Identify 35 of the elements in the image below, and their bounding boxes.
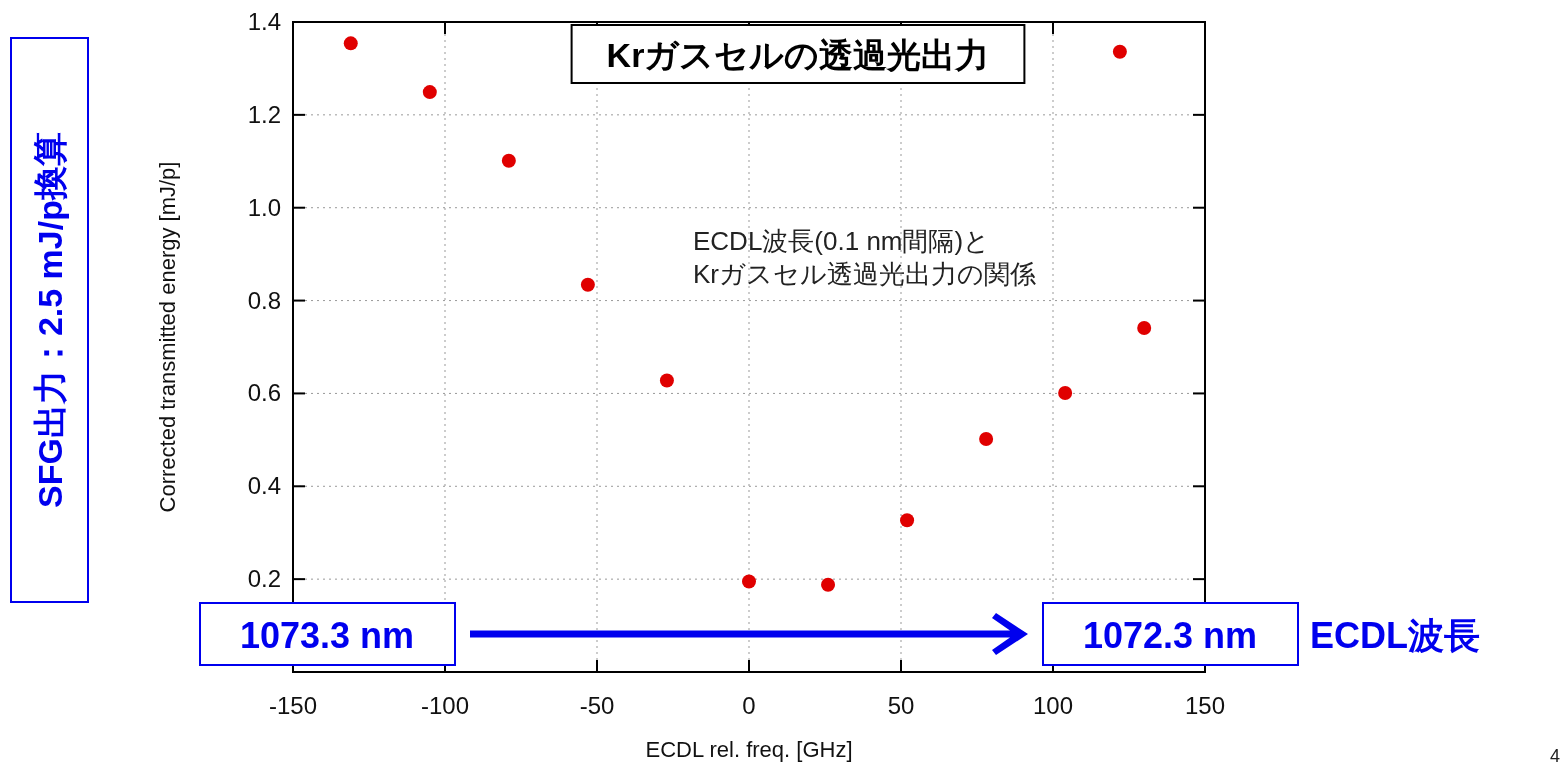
y-tick-label: 0.2 (247, 565, 281, 593)
y-axis-title: Corrected transmitted energy [mJ/p] (155, 161, 180, 513)
annotation: ECDL波長(0.1 nm間隔)と Krガスセル透過光出力の関係 (693, 226, 1036, 289)
y-tick-label: 0.8 (247, 286, 281, 314)
point (1058, 385, 1073, 400)
chart-title: Krガスセルの透過光出力 (606, 36, 990, 74)
point (343, 36, 358, 51)
x-tick-label: -100 (420, 692, 470, 719)
point (1112, 44, 1127, 59)
x-tick-label: 100 (1032, 692, 1074, 719)
point (979, 431, 994, 446)
annotation: 1073.3 nm (239, 615, 415, 656)
point (821, 577, 836, 592)
x-tick-label: -150 (268, 692, 318, 719)
x-tick-label: 0 (742, 692, 756, 719)
y-tick-label: 1.0 (247, 193, 281, 221)
text: ECDL波長 (1310, 615, 1480, 656)
annotation: 1072.3 nm (1082, 615, 1258, 656)
x-tick-label: 150 (1184, 692, 1226, 719)
point (659, 373, 674, 388)
point (742, 574, 756, 589)
x-tick-label: -50 (579, 692, 615, 719)
y-tick-label: 0.4 (247, 472, 281, 500)
y-tick-label: 1.4 (247, 8, 281, 35)
text: SFG出力：2.5 mJ/p換算 (31, 132, 69, 508)
point (422, 85, 437, 100)
point (1137, 320, 1152, 335)
point (501, 153, 516, 168)
x-axis-title: ECDL rel. freq. [GHz] (645, 737, 853, 762)
point (900, 513, 915, 528)
point (580, 277, 595, 292)
x-tick-label: 50 (887, 692, 915, 719)
text: 4 (1549, 746, 1560, 766)
y-tick-label: 0.6 (247, 379, 281, 407)
y-tick-label: 1.2 (247, 100, 281, 128)
